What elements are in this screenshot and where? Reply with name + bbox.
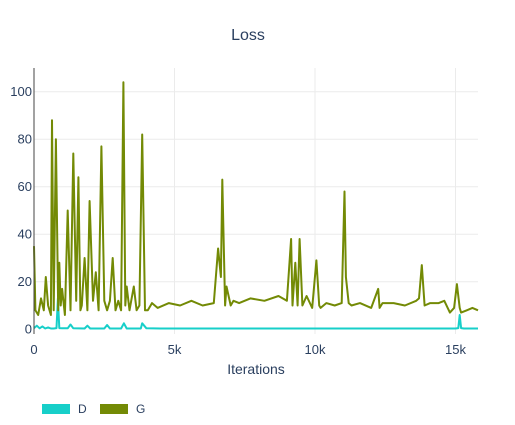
series-line-g — [33, 81, 479, 316]
y-tick-label: 100 — [10, 84, 32, 99]
x-axis-title: Iterations — [227, 361, 285, 377]
x-tick-label: 15k — [445, 342, 466, 357]
grid-layer — [34, 68, 478, 334]
x-tick-label: 0 — [30, 342, 37, 357]
y-tick-label: 40 — [18, 226, 32, 241]
x-tick-label: 5k — [168, 342, 182, 357]
x-tick-label: 10k — [305, 342, 326, 357]
y-tick-label: 80 — [18, 131, 32, 146]
series-layer — [33, 81, 479, 330]
y-tick-label: 0 — [25, 321, 32, 336]
legend-label: D — [78, 402, 87, 416]
legend-swatch — [42, 404, 70, 414]
ticks-layer: 0 5k 10k 15k 0 20 40 60 80 100 — [10, 84, 466, 357]
legend-label: G — [136, 402, 145, 416]
series-line-d — [33, 297, 478, 330]
legend-item-d[interactable]: D — [42, 402, 87, 416]
legend-item-g[interactable]: G — [100, 402, 145, 416]
legend-swatch — [100, 404, 128, 414]
chart-title: Loss — [231, 27, 265, 44]
y-tick-label: 20 — [18, 274, 32, 289]
y-tick-label: 60 — [18, 179, 32, 194]
